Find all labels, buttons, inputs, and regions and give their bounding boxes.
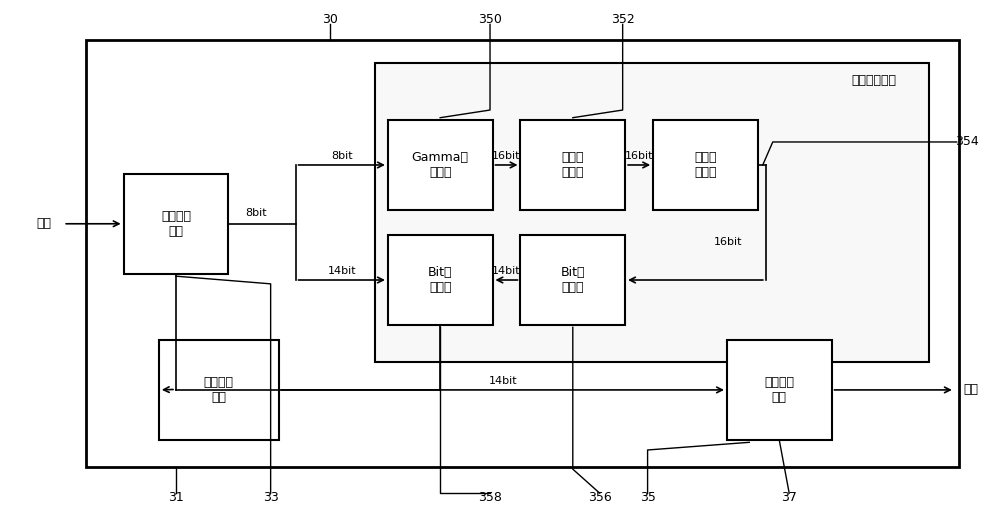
Text: 356: 356 bbox=[588, 491, 612, 504]
Text: 350: 350 bbox=[478, 13, 502, 26]
Text: 8bit: 8bit bbox=[245, 208, 267, 217]
Text: 网线: 网线 bbox=[37, 217, 52, 230]
Text: 33: 33 bbox=[263, 491, 279, 504]
Bar bbox=[653, 120, 758, 210]
Bar bbox=[388, 235, 493, 325]
Text: 30: 30 bbox=[323, 13, 338, 26]
Bar bbox=[520, 120, 625, 210]
Text: 8bit: 8bit bbox=[331, 151, 353, 161]
Text: 354: 354 bbox=[955, 136, 979, 149]
Bar bbox=[86, 40, 959, 467]
Text: 358: 358 bbox=[478, 491, 502, 504]
Text: 14bit: 14bit bbox=[327, 266, 356, 276]
Bar bbox=[375, 63, 929, 362]
Bar bbox=[159, 340, 279, 440]
Text: 37: 37 bbox=[781, 491, 797, 504]
Bar bbox=[124, 174, 228, 273]
Text: 16bit: 16bit bbox=[492, 151, 521, 161]
Text: 其它校
正模块: 其它校 正模块 bbox=[694, 151, 717, 179]
Bar bbox=[520, 235, 625, 325]
Text: 35: 35 bbox=[640, 491, 656, 504]
Text: Bit分
离模块: Bit分 离模块 bbox=[428, 266, 452, 294]
Text: 31: 31 bbox=[168, 491, 184, 504]
Text: 14bit: 14bit bbox=[492, 266, 521, 276]
Text: 显示驱动
模块: 显示驱动 模块 bbox=[764, 376, 794, 404]
Text: Gamma校
正模块: Gamma校 正模块 bbox=[412, 151, 469, 179]
Bar bbox=[727, 340, 832, 440]
Text: 亮度校
正模块: 亮度校 正模块 bbox=[562, 151, 584, 179]
Text: 16bit: 16bit bbox=[625, 151, 653, 161]
Text: 数据转换模块: 数据转换模块 bbox=[851, 74, 896, 87]
Text: 14bit: 14bit bbox=[488, 376, 517, 386]
Text: 存储控制
模块: 存储控制 模块 bbox=[204, 376, 234, 404]
Text: Bit优
化模块: Bit优 化模块 bbox=[561, 266, 585, 294]
Text: 数据接收
模块: 数据接收 模块 bbox=[161, 210, 191, 238]
Bar bbox=[388, 120, 493, 210]
Text: 16bit: 16bit bbox=[714, 237, 742, 247]
Text: 352: 352 bbox=[611, 13, 635, 26]
Text: 排线: 排线 bbox=[963, 383, 978, 396]
